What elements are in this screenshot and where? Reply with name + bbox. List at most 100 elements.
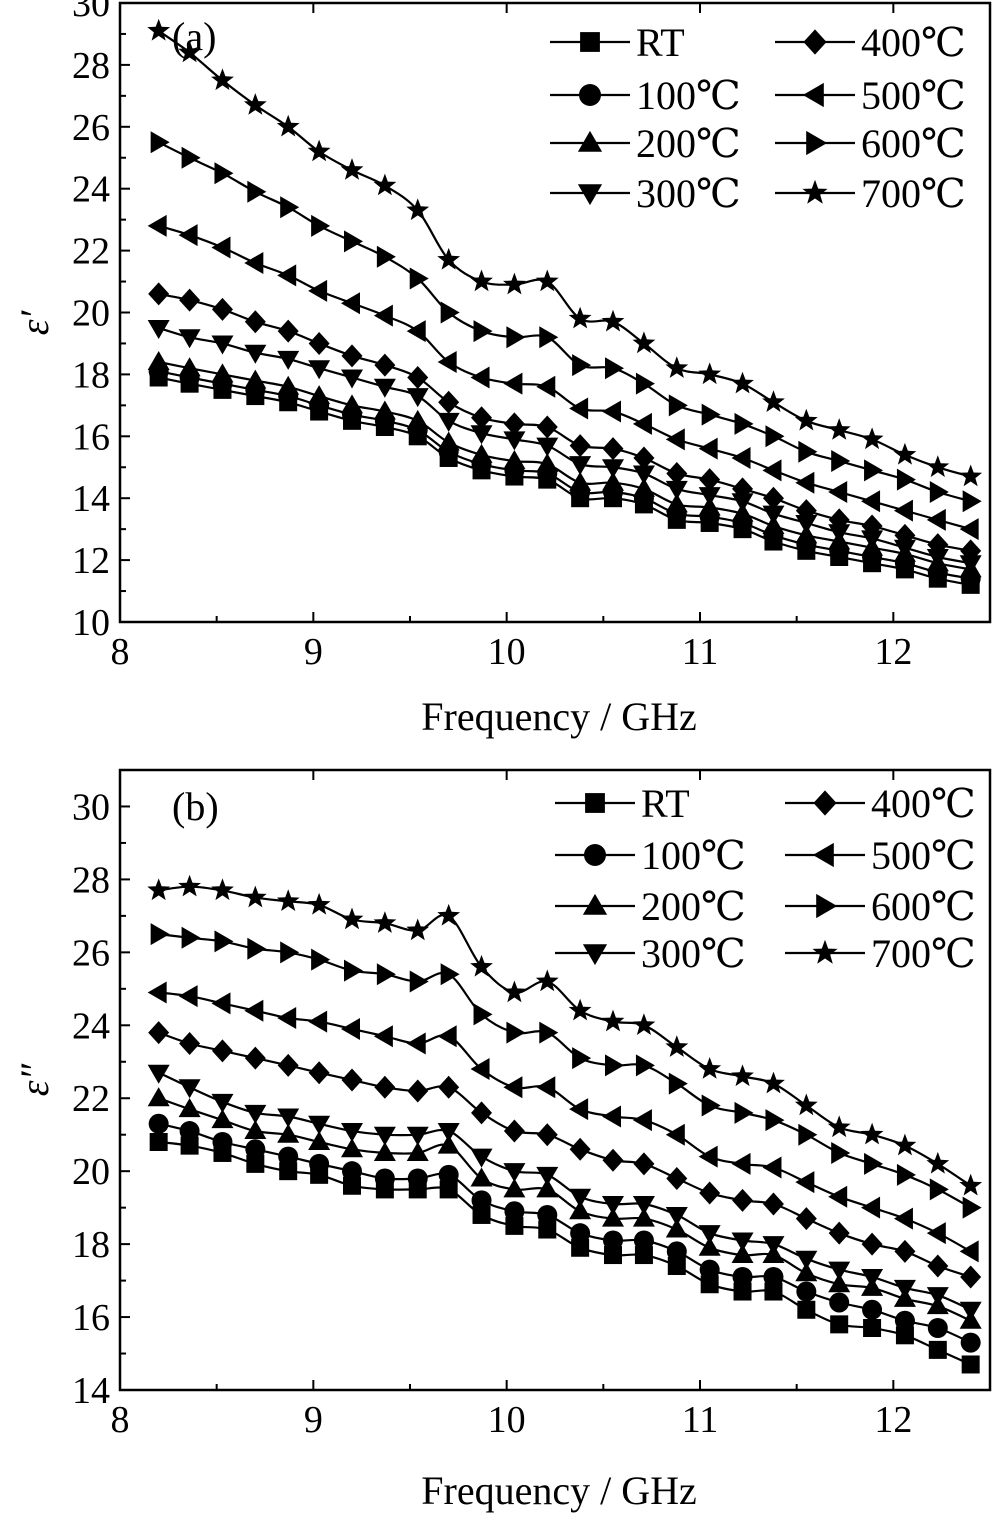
- panel-a-data-point: [861, 514, 883, 538]
- panel-b-legend-label: 500℃: [871, 833, 976, 878]
- panel-b-data-point: [929, 1178, 949, 1201]
- panel-a-data-point: [341, 292, 360, 315]
- panel-a-data-point: [569, 434, 591, 458]
- panel-b-legend-label: 200℃: [641, 884, 746, 929]
- panel-a-data-point: [765, 425, 785, 448]
- panel-a-chart: (a) Frequency / GHz ε′ 8 9 10 11 12101214161…: [12, 0, 992, 739]
- panel-a-y-tick-label: 22: [72, 231, 110, 273]
- panel-a-data-point: [959, 518, 979, 541]
- panel-a-x-tick-label: 11: [682, 631, 719, 673]
- panel-b-series-line: [158, 1071, 972, 1311]
- panel-b-data-point: [340, 907, 364, 930]
- panel-a-data-point: [178, 329, 201, 349]
- panel-b-data-point: [374, 1075, 396, 1099]
- panel-a-y-tick-label: 18: [72, 354, 110, 396]
- panel-b-data-point: [893, 1279, 916, 1299]
- panel-b-data-point: [926, 1287, 949, 1307]
- panel-b-data-point: [341, 1138, 363, 1158]
- panel-b-data-point: [535, 969, 559, 992]
- panel-a-data-point: [341, 344, 363, 368]
- panel-a-legend-label: 700℃: [861, 171, 966, 216]
- panel-a-data-point: [893, 539, 916, 559]
- panel-b-data-point: [243, 885, 267, 908]
- panel-a-y-tick-label: 30: [72, 0, 110, 25]
- panel-b-data-point: [211, 992, 231, 1015]
- panel-a-data-point: [894, 523, 916, 547]
- panel-b-y-tick-label: 28: [72, 859, 110, 901]
- panel-b-data-point: [762, 1192, 784, 1216]
- panel-a-data-point: [926, 455, 950, 477]
- panel-a-data-point: [795, 471, 815, 494]
- panel-b-data-point: [214, 930, 234, 953]
- panel-a-data-point: [762, 486, 784, 510]
- panel-a-data-point: [374, 353, 396, 377]
- panel-a-legend-item: 300℃: [550, 171, 741, 216]
- panel-b-data-point: [731, 1232, 754, 1252]
- panel-a-data-point: [211, 363, 234, 383]
- panel-b-data-point: [244, 1046, 266, 1070]
- panel-b-data-point: [665, 1035, 689, 1057]
- panel-b-data-point: [796, 1281, 817, 1302]
- panel-b-data-point: [764, 1282, 783, 1301]
- panel-a-legend-item: 500℃: [775, 73, 966, 118]
- panel-a-y-tick-label: 14: [72, 478, 110, 520]
- panel-a-data-point: [602, 459, 624, 479]
- panel-b-data-point: [212, 1132, 233, 1152]
- panel-b-data-point: [308, 1061, 330, 1085]
- panel-a-data-point: [633, 446, 655, 470]
- panel-b-data-point: [860, 1122, 884, 1145]
- panel-b-data-point: [307, 892, 331, 915]
- panel-a-legend-item: RT: [550, 20, 685, 65]
- panel-a-data-point: [959, 555, 982, 575]
- panel-b-data-point: [794, 1093, 818, 1116]
- panel-a-data-point: [340, 158, 364, 180]
- panel-b-data-point: [148, 1021, 170, 1045]
- panel-b-series-line: [158, 991, 972, 1253]
- panel-b-data-point: [406, 918, 430, 941]
- panel-a-data-point: [503, 272, 526, 295]
- panel-a-data-point: [277, 350, 300, 370]
- panel-b-data-point: [733, 1282, 752, 1301]
- panel-a-legend-label: 400℃: [861, 20, 966, 65]
- panel-b-legend-marker: [816, 893, 838, 919]
- panel-b-data-point: [699, 1259, 720, 1280]
- panel-a-data-point: [344, 230, 363, 253]
- panel-a-data-point: [407, 365, 429, 389]
- panel-b-data-point: [795, 1207, 817, 1231]
- panel-a-legend-label: 200℃: [636, 121, 741, 166]
- panel-b-data-point: [698, 1145, 718, 1168]
- panel-a-data-point: [308, 331, 330, 355]
- panel-b-data-point: [277, 1007, 297, 1029]
- panel-a-series-7: [147, 18, 983, 487]
- panel-b-data-point: [376, 963, 396, 986]
- panel-a-data-point: [896, 468, 916, 491]
- panel-a-data-point: [666, 461, 688, 485]
- panel-a-data-point: [536, 415, 558, 439]
- panel-b-data-point: [926, 1222, 946, 1245]
- panel-a-data-point: [827, 418, 851, 440]
- panel-b-data-point: [765, 1109, 785, 1132]
- panel-b-y-tick-label: 14: [72, 1370, 110, 1412]
- panel-b-data-point: [700, 1275, 719, 1294]
- panel-a-data-point: [665, 428, 685, 451]
- panel-b-data-point: [894, 1310, 915, 1331]
- panel-a-series-5: [147, 214, 979, 541]
- panel-a-data-point: [536, 375, 556, 398]
- panel-a-series-line: [158, 141, 972, 503]
- panel-b-data-point: [374, 1168, 395, 1189]
- panel-a-x-tick-label: 8: [111, 631, 130, 673]
- panel-a-data-point: [864, 459, 884, 482]
- panel-a-data-point: [860, 427, 884, 450]
- panel-b-data-point: [602, 1196, 624, 1215]
- panel-a-legend-label: 500℃: [861, 73, 966, 118]
- panel-b-data-point: [309, 1153, 330, 1174]
- panel-b-x-tick-label: 10: [488, 1399, 526, 1441]
- panel-a-data-point: [665, 356, 689, 378]
- panel-a-data-point: [473, 320, 493, 343]
- panel-b-legend-item: 500℃: [785, 833, 976, 878]
- panel-b-data-point: [373, 1141, 396, 1161]
- panel-a-data-point: [831, 450, 851, 473]
- panel-b-legend-label: RT: [641, 781, 690, 826]
- panel-a-data-point: [828, 508, 850, 532]
- panel-b-data-point: [698, 1236, 721, 1256]
